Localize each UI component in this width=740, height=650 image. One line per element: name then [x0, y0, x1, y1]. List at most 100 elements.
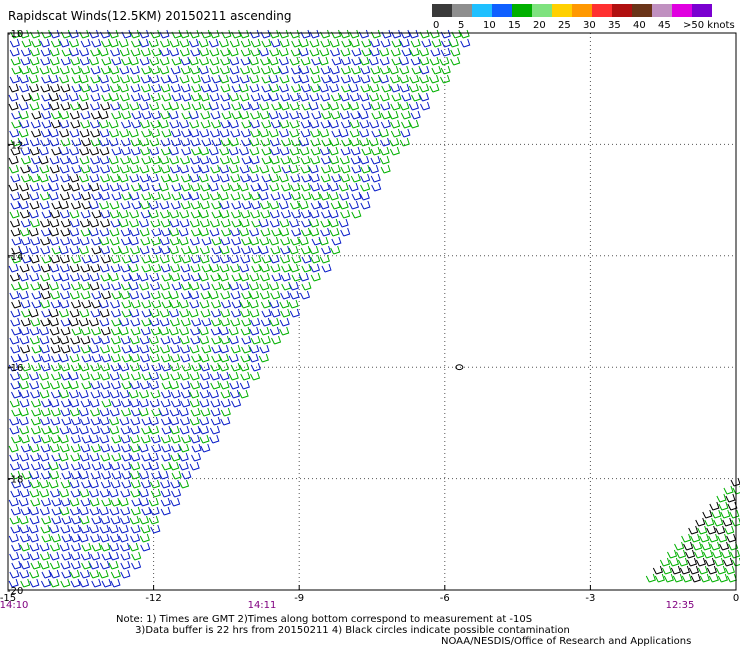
wind-barb [180, 182, 192, 192]
wind-barb [91, 461, 102, 471]
wind-barb [129, 398, 140, 408]
wind-barb [199, 380, 210, 390]
wind-barb [21, 38, 32, 48]
wind-barb [68, 389, 79, 399]
wind-barb [219, 146, 230, 156]
wind-barb [48, 173, 59, 183]
wind-barb [69, 263, 80, 273]
wind-barb [280, 245, 291, 255]
wind-barb [299, 65, 310, 75]
wind-barb [310, 128, 321, 138]
wind-barb [51, 506, 62, 516]
wind-barb [108, 560, 119, 570]
wind-barb [101, 38, 112, 48]
wind-barb [169, 425, 180, 435]
wind-barb [160, 488, 171, 498]
wind-barb [408, 29, 419, 39]
wind-barb [168, 380, 180, 390]
wind-barb [241, 119, 252, 129]
wind-barb [58, 92, 69, 102]
wind-barb [31, 299, 42, 309]
wind-barb [80, 227, 91, 237]
wind-barb [9, 290, 20, 300]
lon-label: -12 [145, 593, 161, 604]
wind-barb [98, 47, 109, 57]
wind-barb [209, 227, 220, 237]
wind-barb [260, 137, 271, 147]
wind-barb [130, 452, 141, 462]
wind-barb [370, 65, 381, 75]
wind-barb [320, 155, 332, 165]
wind-barb [69, 290, 80, 300]
wind-barb [70, 119, 81, 129]
wind-barb [300, 155, 311, 165]
wind-barb [328, 209, 339, 219]
wind-barb [686, 557, 698, 567]
wind-barb [289, 110, 300, 120]
wind-barb [11, 110, 22, 120]
wind-barb [241, 344, 252, 354]
wind-barb [209, 434, 220, 444]
wind-barb [9, 569, 20, 579]
wind-barb [390, 47, 401, 57]
wind-barb [28, 308, 39, 318]
wind-barb [229, 380, 240, 390]
wind-barb [141, 191, 152, 201]
wind-barb [50, 407, 61, 417]
wind-barb [250, 128, 261, 138]
wind-barb [80, 65, 91, 75]
wind-barb [80, 335, 91, 345]
wind-barb [40, 470, 51, 480]
wind-barb [59, 488, 70, 498]
wind-barb [259, 272, 271, 282]
wind-barb [241, 335, 252, 345]
wind-barb [190, 92, 201, 102]
wind-barb [260, 209, 271, 219]
wind-barb [241, 236, 252, 246]
credit: NOAA/NESDIS/Office of Research and Appli… [441, 636, 692, 647]
wind-barb [110, 380, 121, 390]
wind-barb [200, 308, 211, 318]
wind-barb [29, 479, 40, 489]
wind-barb [20, 146, 31, 156]
wind-barb [71, 542, 82, 552]
wind-barb [149, 425, 160, 435]
wind-barb [659, 557, 671, 567]
wind-barb [118, 218, 129, 228]
wind-barb [159, 317, 170, 327]
wind-barb [211, 209, 222, 219]
wind-barb [141, 308, 152, 318]
wind-barb [70, 335, 81, 345]
wind-barb [674, 541, 685, 551]
wind-barb [170, 497, 181, 507]
wind-barb [11, 119, 22, 129]
wind-barb [259, 290, 270, 300]
wind-barb [98, 299, 109, 309]
wind-barb [21, 254, 32, 264]
wind-barb [69, 173, 80, 183]
wind-barb [369, 47, 380, 57]
wind-barb [725, 493, 736, 503]
wind-barb [219, 263, 230, 273]
wind-barb [340, 146, 351, 156]
wind-barb [211, 344, 222, 354]
wind-barb [90, 326, 102, 336]
wind-barb [320, 38, 331, 48]
wind-barb [710, 541, 721, 551]
wind-barb [110, 353, 121, 363]
wind-barb [89, 164, 100, 174]
wind-barb [260, 227, 271, 237]
wind-barb [48, 479, 59, 489]
wind-barb [210, 254, 221, 264]
wind-barb [148, 200, 159, 210]
wind-barb [80, 119, 91, 129]
wind-barb [219, 164, 230, 174]
legend-label: 10 [483, 20, 496, 31]
wind-barb [269, 209, 280, 219]
wind-barb [128, 281, 139, 291]
wind-barb [90, 65, 101, 75]
wind-barb [10, 524, 21, 534]
wind-barb [39, 452, 50, 462]
wind-barb [129, 155, 140, 165]
wind-barb [98, 119, 109, 129]
